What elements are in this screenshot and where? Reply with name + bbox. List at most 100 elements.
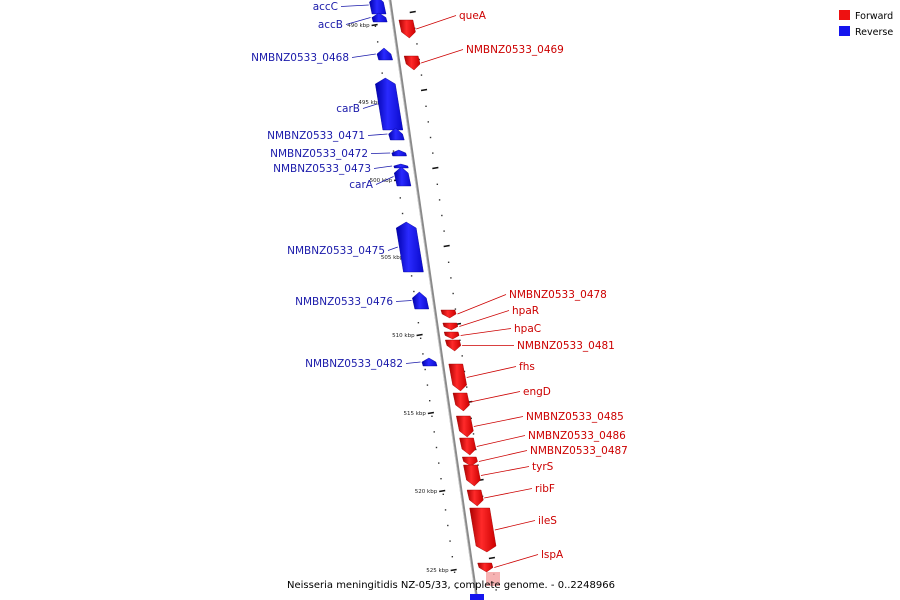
tick-label: 525 kbp	[426, 568, 449, 574]
gene-label[interactable]: engD	[523, 386, 551, 398]
gene-leader-line	[367, 133, 388, 136]
gene-leader-line	[345, 17, 371, 25]
partial-gene-feature	[470, 594, 484, 600]
gene-label[interactable]: hpaC	[514, 323, 541, 335]
minor-tick	[381, 72, 383, 74]
tick-label: 495 kbp	[358, 100, 381, 106]
gene-feature-NMBNZ0533_0476[interactable]	[412, 291, 430, 310]
gene-feature-engD[interactable]	[452, 392, 470, 412]
gene-label[interactable]: NMBNZ0533_0482	[305, 358, 403, 370]
gene-feature-carB[interactable]	[375, 77, 404, 131]
minor-tick	[452, 292, 454, 295]
minor-tick	[444, 509, 447, 511]
gene-feature-NMBNZ0533_0469[interactable]	[403, 55, 421, 71]
gene-leader-line	[473, 416, 524, 427]
gene-label[interactable]: NMBNZ0533_0473	[273, 163, 371, 175]
gene-label[interactable]: carB	[336, 103, 360, 115]
gene-leader-line	[484, 488, 533, 499]
gene-leader-line	[470, 391, 521, 403]
major-tick	[432, 166, 439, 170]
gene-label[interactable]: NMBNZ0533_0478	[509, 289, 607, 301]
gene-feature-NMBNZ0533_0475[interactable]	[395, 221, 424, 273]
gene-label[interactable]: accB	[318, 19, 343, 31]
legend-reverse-swatch	[839, 26, 850, 36]
gene-label[interactable]: tyrS	[532, 461, 554, 473]
gene-feature-NMBNZ0533_0468[interactable]	[376, 47, 393, 61]
major-tick	[488, 556, 496, 560]
gene-label[interactable]: NMBNZ0533_0471	[267, 130, 365, 142]
gene-feature-NMBNZ0533_0487[interactable]	[461, 456, 478, 467]
gene-feature-accB[interactable]	[371, 12, 388, 23]
gene-label[interactable]: NMBNZ0533_0475	[287, 245, 385, 257]
gene-feature-NMBNZ0533_0482[interactable]	[421, 357, 438, 367]
minor-tick	[463, 370, 466, 373]
gene-leader-line	[480, 466, 530, 476]
gene-feature-hpaR[interactable]	[442, 322, 459, 331]
gene-label[interactable]: NMBNZ0533_0468	[251, 52, 349, 64]
gene-label[interactable]: fhs	[519, 361, 535, 373]
legend-reverse-label: Reverse	[855, 27, 893, 38]
gene-leader-line	[421, 49, 464, 64]
gene-label[interactable]: NMBNZ0533_0486	[528, 430, 626, 442]
minor-tick	[376, 41, 379, 43]
minor-tick	[425, 105, 427, 107]
gene-feature-ileS[interactable]	[469, 507, 497, 553]
gene-label[interactable]: NMBNZ0533_0469	[466, 44, 564, 56]
gene-leader-line	[478, 450, 528, 462]
gene-label[interactable]: NMBNZ0533_0485	[526, 411, 624, 423]
minor-tick	[449, 540, 451, 542]
minor-tick	[447, 261, 450, 263]
gene-label[interactable]: queA	[459, 10, 487, 22]
minor-tick	[475, 448, 477, 451]
minor-tick	[431, 415, 433, 417]
gene-feature-carA[interactable]	[393, 166, 412, 187]
gene-leader-line	[362, 103, 378, 109]
gene-feature-tyrS[interactable]	[463, 464, 481, 487]
minor-tick	[441, 214, 443, 217]
minor-tick	[472, 433, 475, 435]
gene-leader-line	[459, 310, 510, 327]
gene-leader-line	[373, 165, 393, 169]
minor-tick	[433, 431, 435, 433]
gene-label[interactable]: hpaR	[512, 305, 539, 317]
minor-tick	[420, 74, 423, 76]
minor-tick	[429, 400, 431, 402]
tick-label: 490 kbp	[347, 23, 370, 29]
gene-feature-NMBNZ0533_0471[interactable]	[388, 127, 405, 141]
gene-leader-line	[395, 300, 412, 302]
gene-feature-accC[interactable]	[369, 0, 387, 15]
tick-label: 500 kbp	[370, 178, 393, 184]
tick-label: 505 kbp	[381, 255, 404, 261]
gene-label[interactable]: NMBNZ0533_0472	[270, 148, 368, 160]
gene-label[interactable]: ribF	[535, 483, 555, 495]
legend: Forward Reverse	[839, 10, 893, 38]
minor-tick	[453, 571, 456, 573]
tick-label: 520 kbp	[415, 489, 438, 495]
gene-label[interactable]: NMBNZ0533_0476	[295, 296, 393, 308]
gene-leader-line	[370, 152, 391, 154]
gene-label[interactable]: lspA	[541, 549, 564, 561]
gene-leader-line	[351, 53, 376, 58]
gene-feature-NMBNZ0533_0485[interactable]	[456, 415, 474, 438]
gene-label[interactable]: ileS	[538, 515, 557, 527]
gene-leader-line	[405, 361, 421, 364]
gene-feature-lspA[interactable]	[477, 562, 494, 573]
minor-tick	[419, 337, 422, 339]
genome-backbone	[388, 0, 479, 600]
minor-tick	[432, 152, 434, 154]
gene-label[interactable]: NMBNZ0533_0487	[530, 445, 628, 457]
gene-leader-line	[457, 294, 507, 315]
gene-feature-NMBNZ0533_0472[interactable]	[391, 149, 407, 157]
legend-forward-swatch	[839, 10, 850, 20]
gene-feature-NMBNZ0533_0478[interactable]	[440, 309, 457, 319]
gene-feature-NMBNZ0533_0486[interactable]	[459, 437, 477, 456]
gene-feature-queA[interactable]	[398, 19, 416, 39]
gene-label[interactable]: NMBNZ0533_0481	[517, 340, 615, 352]
minor-tick	[418, 58, 420, 61]
gene-label[interactable]: accC	[313, 1, 338, 13]
gene-feature-NMBNZ0533_0481[interactable]	[445, 339, 462, 352]
gene-feature-fhs[interactable]	[448, 363, 467, 392]
gene-feature-ribF[interactable]	[466, 489, 484, 507]
gene-label[interactable]: carA	[349, 179, 374, 191]
gene-feature-hpaC[interactable]	[443, 331, 460, 340]
